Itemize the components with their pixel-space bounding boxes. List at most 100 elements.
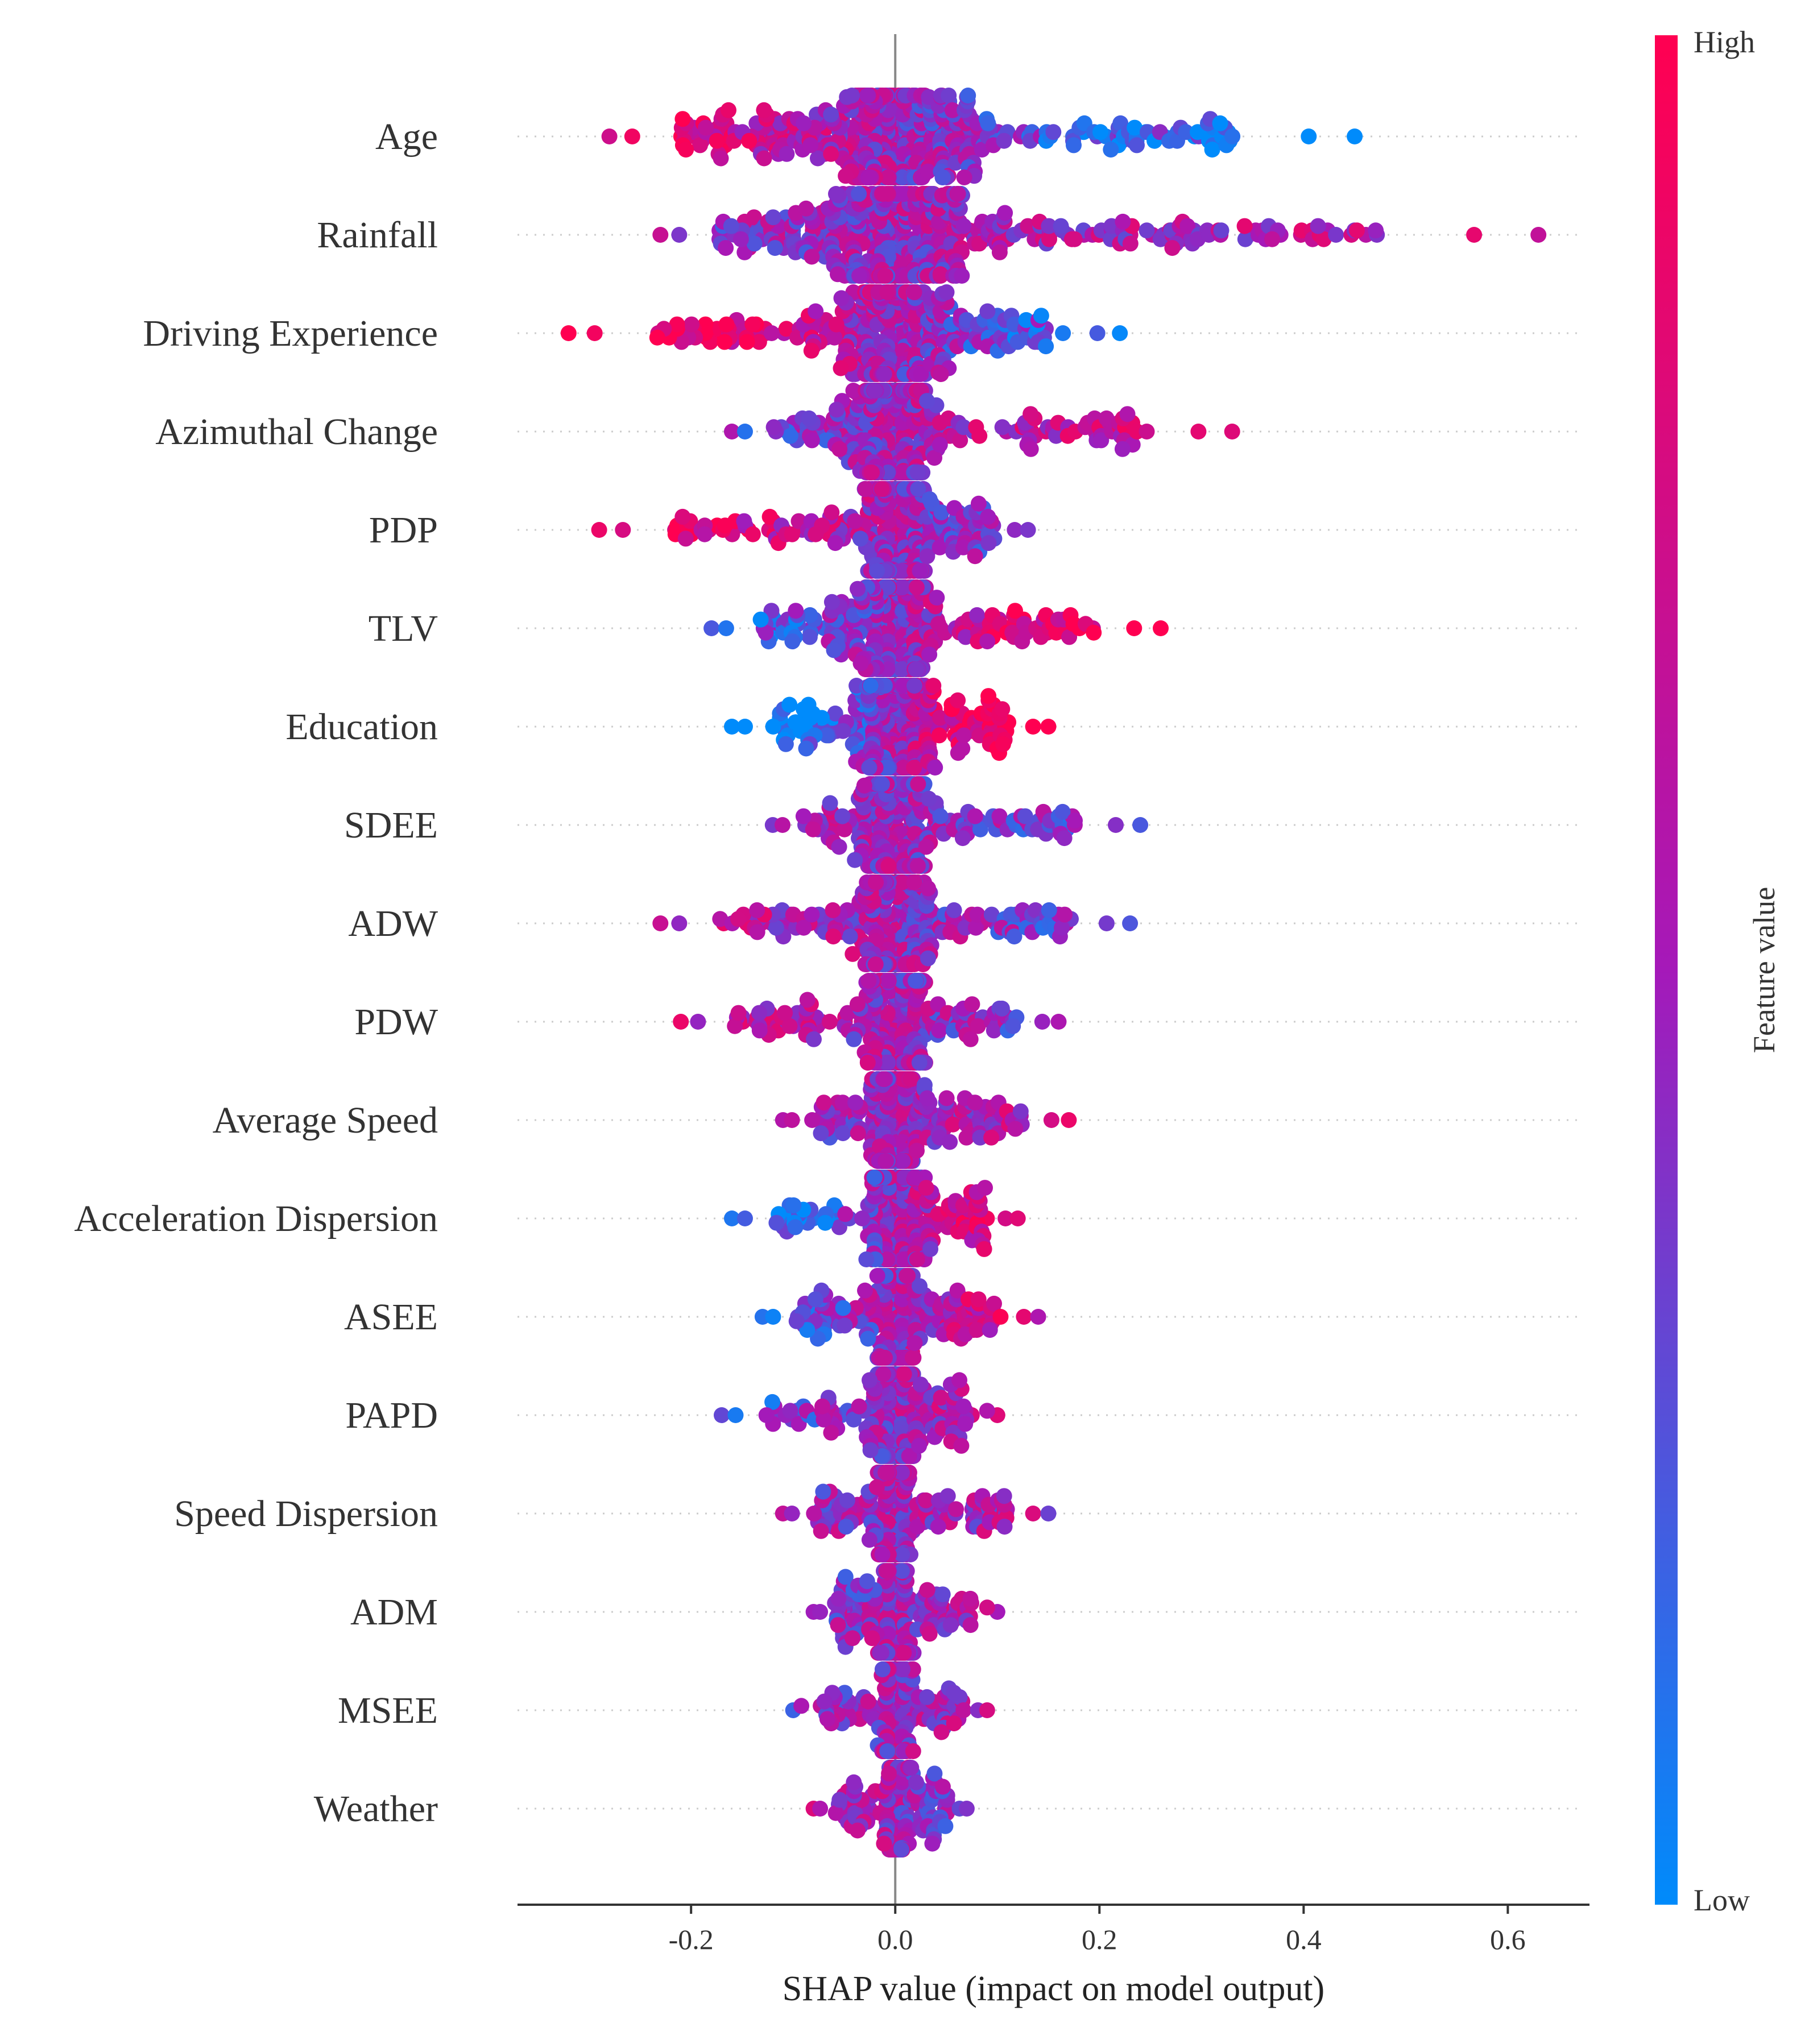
shap-point (1115, 213, 1131, 230)
shap-point (906, 760, 922, 776)
shap-point (879, 1055, 895, 1071)
shap-point (927, 760, 943, 776)
shap-point (787, 1219, 804, 1235)
shap-point (918, 1180, 934, 1196)
shap-point (671, 227, 688, 243)
shap-point (827, 535, 843, 552)
shap-point (893, 661, 910, 677)
shap-point (1025, 719, 1041, 735)
shap-point (1139, 222, 1155, 239)
shap-point (879, 284, 896, 300)
shap-point (1212, 115, 1228, 131)
shap-point (1017, 808, 1033, 824)
shap-point (922, 1241, 938, 1257)
shap-point (601, 128, 618, 144)
shap-point (1466, 227, 1483, 243)
shap-point (779, 146, 795, 162)
shap-point (1152, 231, 1169, 247)
shap-point (845, 383, 862, 399)
shap-point (739, 334, 755, 350)
shap-point (1236, 218, 1253, 234)
shap-point (741, 132, 757, 149)
shap-point (971, 428, 988, 444)
shap-point (746, 209, 762, 226)
shap-point (908, 579, 925, 595)
shap-point (907, 1170, 923, 1185)
shap-point (907, 973, 924, 989)
shap-point (867, 956, 884, 972)
shap-point (868, 874, 884, 890)
shap-point (979, 633, 996, 650)
shap-point (1040, 719, 1057, 735)
shap-point (723, 218, 739, 234)
shap-point (920, 163, 936, 180)
shap-point (909, 1251, 925, 1267)
shap-point (1038, 338, 1054, 355)
shap-point (1045, 124, 1062, 140)
shap-point (972, 1129, 988, 1146)
shap-point (652, 915, 669, 931)
shap-point (1126, 620, 1142, 636)
shap-point (1057, 906, 1073, 923)
shap-point (796, 919, 812, 936)
shap-point (677, 530, 694, 547)
shap-point (919, 548, 935, 565)
shap-point (1061, 1112, 1077, 1128)
shap-point (1005, 1018, 1021, 1034)
shap-point (822, 795, 838, 811)
shap-point (938, 1090, 955, 1106)
shap-point (765, 1309, 781, 1325)
shap-point (1066, 137, 1082, 154)
shap-point (1264, 231, 1280, 247)
shap-point (678, 142, 694, 158)
shap-point (813, 1125, 829, 1142)
shap-point (803, 342, 819, 359)
shap-point (878, 1153, 895, 1169)
shap-point (718, 240, 734, 256)
shap-point (860, 973, 877, 989)
shap-point (932, 710, 948, 726)
shap-point (713, 150, 729, 167)
shap-point (983, 1129, 1000, 1146)
shap-point (804, 906, 820, 923)
shap-point (995, 736, 1011, 752)
shap-point (730, 911, 746, 927)
shap-point (624, 128, 640, 144)
shap-point (994, 419, 1011, 436)
shap-point (674, 508, 691, 525)
shap-point (920, 880, 936, 897)
shap-point (756, 102, 772, 118)
shap-point (977, 1180, 993, 1196)
shap-point (933, 504, 950, 521)
shap-point (946, 902, 962, 918)
shap-point (1089, 325, 1106, 341)
shap-point (846, 1031, 862, 1047)
shap-point (1098, 915, 1115, 931)
shap-point (826, 329, 843, 346)
shap-point (950, 692, 966, 708)
shap-point (1213, 222, 1230, 239)
beeswarm-points (560, 88, 1547, 1858)
shap-point (906, 678, 922, 694)
shap-point (1012, 1103, 1029, 1120)
shap-point (1020, 522, 1036, 538)
shap-point (831, 441, 848, 457)
shap-point (724, 424, 740, 440)
shap-point (1054, 919, 1070, 936)
shap-point (1114, 441, 1131, 457)
shap-point (796, 115, 812, 131)
shap-point (828, 316, 845, 333)
shap-point (1301, 128, 1317, 144)
shap-point (838, 168, 854, 184)
shap-point (727, 1018, 743, 1034)
shap-point (1030, 1309, 1046, 1325)
shap-point (802, 607, 818, 623)
shap-point (912, 1278, 928, 1295)
shap-point (761, 508, 778, 525)
shap-point (994, 701, 1011, 718)
shap-point (724, 1210, 740, 1226)
shap-point (929, 590, 945, 606)
shap-point (847, 513, 863, 529)
shap-point (724, 719, 740, 735)
shap-point (836, 821, 852, 837)
